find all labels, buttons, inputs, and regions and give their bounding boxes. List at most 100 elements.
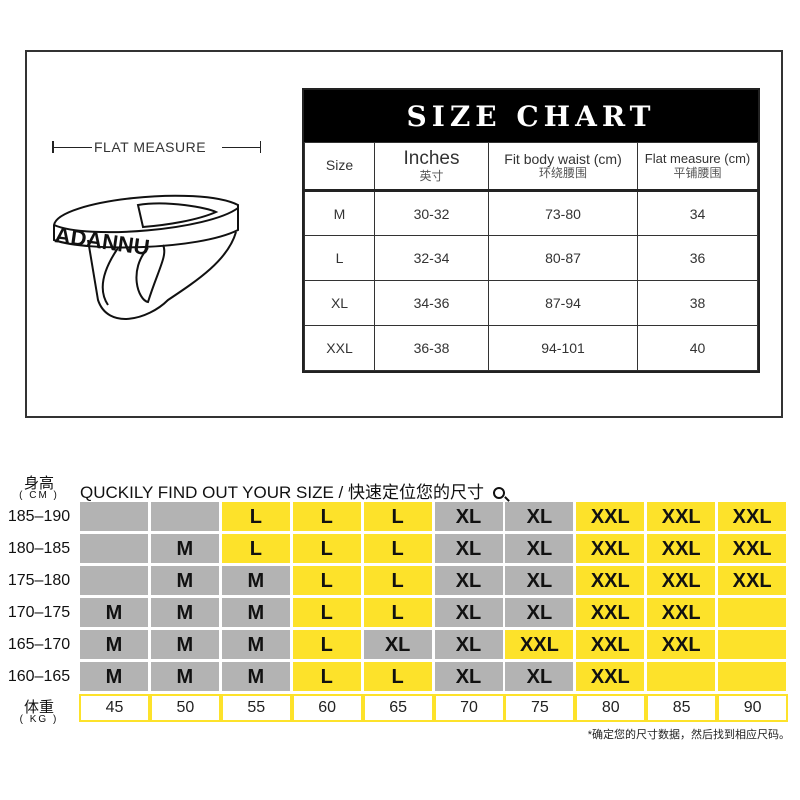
- size-cell: L: [363, 502, 432, 531]
- size-cell: M: [150, 598, 219, 627]
- size-cell: XXL: [647, 566, 716, 595]
- search-icon: [492, 487, 510, 502]
- flat-measure-indicator: FLAT MEASURE: [52, 138, 262, 156]
- header-body-waist: Fit body waist (cm) 环绕腰围: [488, 142, 638, 192]
- product-frame: [25, 50, 783, 418]
- weight-value: 90: [717, 694, 789, 722]
- weight-value: 45: [79, 694, 150, 722]
- size-cell: 40: [637, 325, 758, 371]
- size-cell: XL: [434, 566, 503, 595]
- height-range: 185–190: [7, 508, 71, 525]
- size-cell: XXL: [647, 598, 716, 627]
- size-cell: XXL: [576, 662, 645, 691]
- size-finder-grid: 身高 ( CM ) QUCKILY FIND OUT YOUR SIZE / 快…: [0, 470, 800, 741]
- header-flat-measure: Flat measure (cm) 平铺腰围: [637, 142, 758, 192]
- size-cell: L: [363, 662, 432, 691]
- size-cell: L: [292, 598, 361, 627]
- size-cell: M: [221, 566, 290, 595]
- size-cell: [718, 630, 787, 659]
- weight-value: 70: [433, 694, 505, 722]
- size-row: XL 34-36 87-94 38: [304, 280, 758, 326]
- size-cell: XXL: [576, 630, 645, 659]
- size-cell: XXL: [647, 502, 716, 531]
- weight-label: 体重: [23, 698, 54, 716]
- size-row: M 30-32 73-80 34: [304, 190, 758, 236]
- size-row: XXL 36-38 94-101 40: [304, 325, 758, 371]
- size-cell: 94-101: [488, 325, 638, 371]
- size-cell: XL: [434, 630, 503, 659]
- size-cell: XXL: [505, 630, 574, 659]
- size-cell: XL: [505, 534, 574, 563]
- header-inches: Inches 英寸: [374, 142, 489, 192]
- size-cell: [80, 534, 148, 563]
- size-cell: 36: [637, 235, 758, 281]
- height-range: 170–175: [7, 604, 71, 621]
- size-cell: M: [80, 630, 148, 659]
- size-cell: 80-87: [488, 235, 638, 281]
- size-cell: [718, 598, 787, 627]
- brief-illustration: ADANNU: [53, 194, 239, 320]
- size-cell: M: [80, 598, 148, 627]
- size-cell: XL: [505, 662, 574, 691]
- size-cell: [150, 502, 219, 531]
- size-cell: XL: [434, 534, 503, 563]
- height-range: 165–170: [7, 636, 71, 653]
- size-chart-table: SIZE CHART Size Inches 英寸 Fit body waist …: [302, 88, 760, 373]
- size-cell: 34-36: [374, 280, 489, 326]
- weight-unit: ( KG ): [19, 714, 59, 725]
- height-range: 160–165: [7, 668, 71, 685]
- size-cell: XXL: [576, 534, 645, 563]
- size-cell: XXL: [647, 534, 716, 563]
- size-cell: XL: [505, 598, 574, 627]
- size-cell: XXL: [304, 325, 375, 371]
- weight-value: 50: [149, 694, 221, 722]
- size-cell: L: [363, 534, 432, 563]
- size-cell: L: [292, 630, 361, 659]
- size-chart-title: SIZE CHART: [304, 90, 758, 142]
- size-cell: M: [221, 598, 290, 627]
- size-cell: L: [221, 502, 290, 531]
- size-cell: 30-32: [374, 190, 489, 236]
- height-label: 身高: [23, 474, 54, 492]
- footnote: *确定您的尺寸数据，然后找到相应尺码。: [587, 729, 790, 741]
- weight-value: 80: [575, 694, 647, 722]
- size-cell: 73-80: [488, 190, 638, 236]
- height-range: 180–185: [7, 540, 71, 557]
- size-cell: L: [221, 534, 290, 563]
- size-cell: XL: [434, 502, 503, 531]
- size-cell: XXL: [576, 502, 645, 531]
- size-cell: L: [363, 566, 432, 595]
- size-cell: XL: [505, 566, 574, 595]
- flat-measure-label: FLAT MEASURE: [94, 139, 207, 155]
- size-cell: [80, 566, 148, 595]
- height-range: 175–180: [7, 572, 71, 589]
- size-cell: L: [292, 502, 361, 531]
- weight-value: 65: [362, 694, 434, 722]
- size-cell: M: [304, 190, 375, 236]
- finder-title: QUCKILY FIND OUT YOUR SIZE / 快速定位您的尺寸: [80, 478, 510, 503]
- size-cell: L: [363, 598, 432, 627]
- weight-value: 75: [504, 694, 576, 722]
- size-row: L 32-34 80-87 36: [304, 235, 758, 281]
- size-cell: L: [304, 235, 375, 281]
- size-cell: XXL: [576, 566, 645, 595]
- weight-value: 55: [220, 694, 292, 722]
- size-cell: 87-94: [488, 280, 638, 326]
- size-cell: M: [221, 662, 290, 691]
- size-cell: L: [292, 662, 361, 691]
- size-cell: XXL: [647, 630, 716, 659]
- size-cell: [80, 502, 148, 531]
- size-cell: M: [150, 662, 219, 691]
- size-cell: XL: [505, 502, 574, 531]
- size-cell: M: [221, 630, 290, 659]
- size-cell: XL: [434, 662, 503, 691]
- size-cell: [647, 662, 716, 691]
- size-cell: 32-34: [374, 235, 489, 281]
- header-size: Size: [304, 142, 375, 192]
- size-cell: L: [292, 566, 361, 595]
- size-cell: M: [80, 662, 148, 691]
- size-cell: XL: [363, 630, 432, 659]
- size-cell: XXL: [576, 598, 645, 627]
- size-cell: XXL: [718, 502, 787, 531]
- height-unit: ( CM ): [19, 490, 59, 501]
